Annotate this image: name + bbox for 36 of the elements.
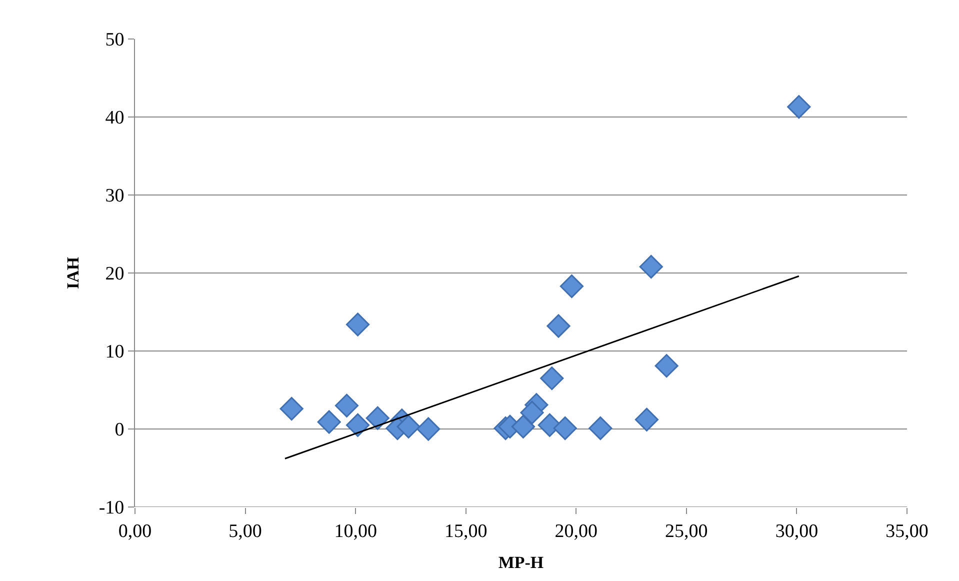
y-axis-title: IAH	[63, 256, 82, 290]
x-tick-label: 10,00	[334, 520, 377, 542]
point	[346, 413, 370, 437]
x-tick-label: 20,00	[554, 520, 598, 542]
x-tick-label: 25,00	[665, 520, 708, 542]
point	[553, 416, 577, 440]
y-tick-label: 50	[105, 30, 124, 51]
x-tick-label: 30,00	[775, 520, 818, 542]
point	[396, 414, 420, 438]
point	[346, 312, 370, 336]
point	[317, 410, 341, 434]
x-tick-label: 0,00	[118, 520, 152, 542]
point	[654, 354, 678, 378]
y-tick-label: 10	[105, 342, 124, 363]
point	[280, 396, 304, 421]
point	[416, 417, 440, 441]
y-tick-label: 20	[105, 264, 124, 285]
point	[540, 366, 564, 390]
point	[634, 408, 659, 432]
x-tick-label: 35,00	[886, 520, 928, 542]
y-tick-label: 0	[114, 420, 124, 441]
point	[511, 414, 536, 438]
point	[520, 400, 544, 424]
point	[639, 254, 663, 279]
y-tick-label: 30	[105, 186, 124, 207]
point	[560, 274, 584, 298]
y-tick-label: -10	[98, 498, 124, 519]
point	[366, 406, 390, 430]
point	[334, 394, 359, 418]
point	[546, 314, 570, 338]
x-axis-title: MP-H	[498, 553, 544, 572]
x-tick-label: 15,00	[444, 520, 488, 542]
point	[588, 416, 612, 440]
y-tick-label: 40	[105, 108, 124, 129]
point	[787, 95, 811, 119]
x-tick-label: 5,00	[228, 520, 262, 542]
